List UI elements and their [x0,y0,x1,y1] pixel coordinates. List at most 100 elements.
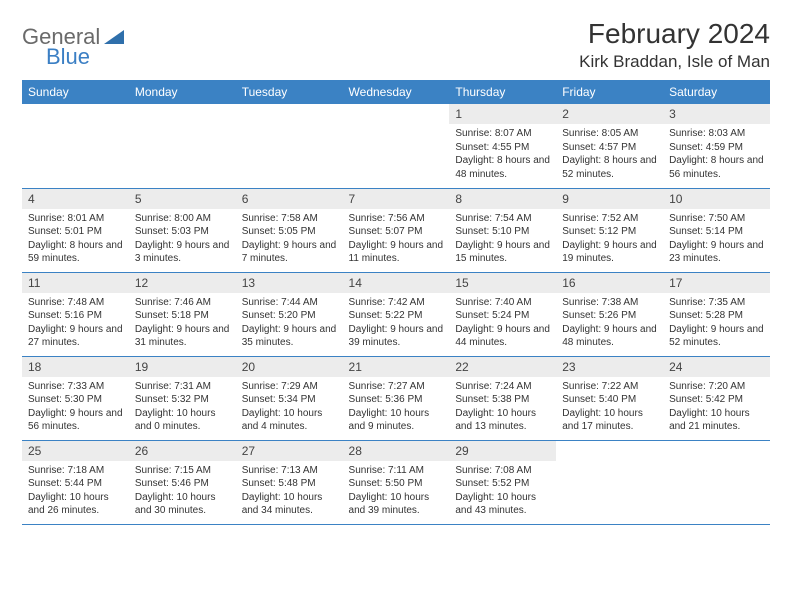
empty-cell [663,440,770,524]
calendar-row: 11Sunrise: 7:48 AMSunset: 5:16 PMDayligh… [22,272,770,356]
weekday-header: Thursday [449,80,556,104]
day-number: 28 [343,441,450,461]
empty-cell [22,104,129,188]
day-details: Sunrise: 7:18 AMSunset: 5:44 PMDaylight:… [22,461,129,523]
day-number: 10 [663,189,770,209]
empty-cell [129,104,236,188]
day-details: Sunrise: 7:15 AMSunset: 5:46 PMDaylight:… [129,461,236,523]
weekday-header: Wednesday [343,80,450,104]
day-cell: 18Sunrise: 7:33 AMSunset: 5:30 PMDayligh… [22,356,129,440]
day-details: Sunrise: 7:38 AMSunset: 5:26 PMDaylight:… [556,293,663,355]
day-number: 5 [129,189,236,209]
day-number: 12 [129,273,236,293]
title-block: February 2024 Kirk Braddan, Isle of Man [579,18,770,72]
weekday-header: Tuesday [236,80,343,104]
day-details: Sunrise: 7:08 AMSunset: 5:52 PMDaylight:… [449,461,556,523]
day-details: Sunrise: 7:40 AMSunset: 5:24 PMDaylight:… [449,293,556,355]
day-cell: 8Sunrise: 7:54 AMSunset: 5:10 PMDaylight… [449,188,556,272]
empty-cell [556,440,663,524]
day-cell: 23Sunrise: 7:22 AMSunset: 5:40 PMDayligh… [556,356,663,440]
logo-text-blue: Blue [46,44,90,69]
day-details: Sunrise: 8:03 AMSunset: 4:59 PMDaylight:… [663,124,770,186]
calendar-row: 18Sunrise: 7:33 AMSunset: 5:30 PMDayligh… [22,356,770,440]
day-details: Sunrise: 7:29 AMSunset: 5:34 PMDaylight:… [236,377,343,439]
day-cell: 5Sunrise: 8:00 AMSunset: 5:03 PMDaylight… [129,188,236,272]
day-details: Sunrise: 7:11 AMSunset: 5:50 PMDaylight:… [343,461,450,523]
weekday-header: Sunday [22,80,129,104]
day-number: 8 [449,189,556,209]
month-title: February 2024 [579,18,770,50]
day-cell: 7Sunrise: 7:56 AMSunset: 5:07 PMDaylight… [343,188,450,272]
weekday-header: Saturday [663,80,770,104]
day-cell: 16Sunrise: 7:38 AMSunset: 5:26 PMDayligh… [556,272,663,356]
day-number: 4 [22,189,129,209]
day-cell: 28Sunrise: 7:11 AMSunset: 5:50 PMDayligh… [343,440,450,524]
day-details: Sunrise: 7:24 AMSunset: 5:38 PMDaylight:… [449,377,556,439]
day-details: Sunrise: 8:07 AMSunset: 4:55 PMDaylight:… [449,124,556,186]
day-number: 16 [556,273,663,293]
day-number: 17 [663,273,770,293]
empty-cell [236,104,343,188]
day-cell: 26Sunrise: 7:15 AMSunset: 5:46 PMDayligh… [129,440,236,524]
day-cell: 27Sunrise: 7:13 AMSunset: 5:48 PMDayligh… [236,440,343,524]
day-number: 25 [22,441,129,461]
day-number: 20 [236,357,343,377]
calendar-row: 1Sunrise: 8:07 AMSunset: 4:55 PMDaylight… [22,104,770,188]
day-number: 27 [236,441,343,461]
day-cell: 25Sunrise: 7:18 AMSunset: 5:44 PMDayligh… [22,440,129,524]
day-details: Sunrise: 7:42 AMSunset: 5:22 PMDaylight:… [343,293,450,355]
day-number: 18 [22,357,129,377]
day-cell: 4Sunrise: 8:01 AMSunset: 5:01 PMDaylight… [22,188,129,272]
day-cell: 29Sunrise: 7:08 AMSunset: 5:52 PMDayligh… [449,440,556,524]
empty-cell [343,104,450,188]
day-details: Sunrise: 7:31 AMSunset: 5:32 PMDaylight:… [129,377,236,439]
day-number: 9 [556,189,663,209]
day-number: 1 [449,104,556,124]
day-cell: 10Sunrise: 7:50 AMSunset: 5:14 PMDayligh… [663,188,770,272]
day-cell: 6Sunrise: 7:58 AMSunset: 5:05 PMDaylight… [236,188,343,272]
day-cell: 19Sunrise: 7:31 AMSunset: 5:32 PMDayligh… [129,356,236,440]
day-cell: 15Sunrise: 7:40 AMSunset: 5:24 PMDayligh… [449,272,556,356]
day-number: 23 [556,357,663,377]
location: Kirk Braddan, Isle of Man [579,52,770,72]
day-details: Sunrise: 7:44 AMSunset: 5:20 PMDaylight:… [236,293,343,355]
logo-triangle-icon [104,26,124,49]
day-cell: 14Sunrise: 7:42 AMSunset: 5:22 PMDayligh… [343,272,450,356]
day-details: Sunrise: 7:27 AMSunset: 5:36 PMDaylight:… [343,377,450,439]
day-number: 7 [343,189,450,209]
day-details: Sunrise: 7:54 AMSunset: 5:10 PMDaylight:… [449,209,556,271]
day-number: 22 [449,357,556,377]
day-details: Sunrise: 8:05 AMSunset: 4:57 PMDaylight:… [556,124,663,186]
day-details: Sunrise: 7:33 AMSunset: 5:30 PMDaylight:… [22,377,129,439]
day-number: 6 [236,189,343,209]
day-details: Sunrise: 7:20 AMSunset: 5:42 PMDaylight:… [663,377,770,439]
weekday-header: Friday [556,80,663,104]
day-cell: 22Sunrise: 7:24 AMSunset: 5:38 PMDayligh… [449,356,556,440]
calendar-row: 25Sunrise: 7:18 AMSunset: 5:44 PMDayligh… [22,440,770,524]
calendar-row: 4Sunrise: 8:01 AMSunset: 5:01 PMDaylight… [22,188,770,272]
day-cell: 17Sunrise: 7:35 AMSunset: 5:28 PMDayligh… [663,272,770,356]
day-details: Sunrise: 8:01 AMSunset: 5:01 PMDaylight:… [22,209,129,271]
day-details: Sunrise: 7:22 AMSunset: 5:40 PMDaylight:… [556,377,663,439]
day-cell: 3Sunrise: 8:03 AMSunset: 4:59 PMDaylight… [663,104,770,188]
day-cell: 1Sunrise: 8:07 AMSunset: 4:55 PMDaylight… [449,104,556,188]
day-details: Sunrise: 7:35 AMSunset: 5:28 PMDaylight:… [663,293,770,355]
day-details: Sunrise: 7:56 AMSunset: 5:07 PMDaylight:… [343,209,450,271]
day-number: 24 [663,357,770,377]
day-number: 14 [343,273,450,293]
day-cell: 21Sunrise: 7:27 AMSunset: 5:36 PMDayligh… [343,356,450,440]
weekday-header: Monday [129,80,236,104]
day-cell: 12Sunrise: 7:46 AMSunset: 5:18 PMDayligh… [129,272,236,356]
day-details: Sunrise: 8:00 AMSunset: 5:03 PMDaylight:… [129,209,236,271]
day-cell: 20Sunrise: 7:29 AMSunset: 5:34 PMDayligh… [236,356,343,440]
day-number: 21 [343,357,450,377]
day-details: Sunrise: 7:50 AMSunset: 5:14 PMDaylight:… [663,209,770,271]
day-cell: 11Sunrise: 7:48 AMSunset: 5:16 PMDayligh… [22,272,129,356]
calendar-table: SundayMondayTuesdayWednesdayThursdayFrid… [22,80,770,525]
day-cell: 24Sunrise: 7:20 AMSunset: 5:42 PMDayligh… [663,356,770,440]
day-number: 19 [129,357,236,377]
day-cell: 9Sunrise: 7:52 AMSunset: 5:12 PMDaylight… [556,188,663,272]
day-cell: 2Sunrise: 8:05 AMSunset: 4:57 PMDaylight… [556,104,663,188]
header: General February 2024 Kirk Braddan, Isle… [22,18,770,72]
day-details: Sunrise: 7:46 AMSunset: 5:18 PMDaylight:… [129,293,236,355]
